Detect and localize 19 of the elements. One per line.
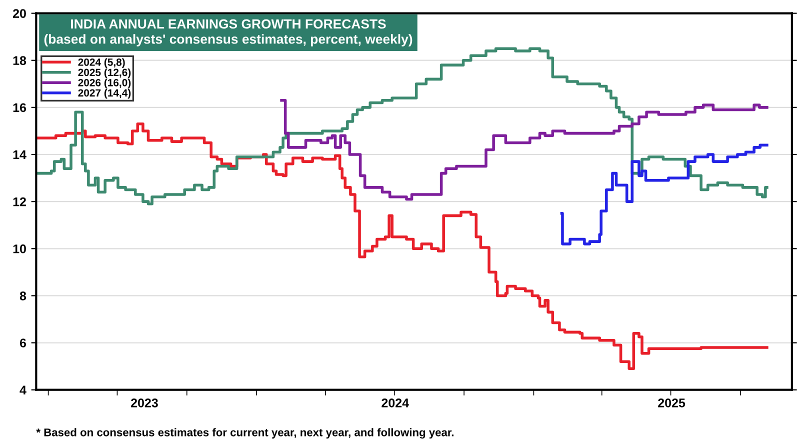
- legend-label: 2026 (16,0): [78, 78, 131, 88]
- y-tick-label: 6: [20, 338, 26, 348]
- chart-title: INDIA ANNUAL EARNINGS GROWTH FORECASTS: [71, 19, 386, 29]
- y-tick-label: 8: [20, 292, 26, 300]
- legend-label: 2024 (5,8): [78, 58, 125, 68]
- x-tick-label: 2023: [131, 398, 158, 408]
- x-tick-label: 2024: [382, 398, 409, 408]
- text: (based on analysts' consensus estimates, percent, weekly): [44, 34, 412, 46]
- y-tick-label: 14: [13, 150, 26, 160]
- y-tick-label: 18: [13, 56, 26, 66]
- y-tick-label: 16: [13, 103, 26, 112]
- text: * Based on consensus estimates for current year, next year, and following year.: [36, 428, 454, 439]
- y-tick-label: 20: [12, 9, 26, 18]
- y-tick-label: 12: [13, 197, 26, 206]
- legend-label: 2025 (12,6): [78, 68, 131, 78]
- legend-label: 2027 (14,4): [78, 88, 131, 99]
- x-tick-label: 2025: [658, 398, 686, 408]
- y-tick-label: 4: [20, 386, 26, 394]
- y-tick-label: 10: [13, 244, 26, 254]
